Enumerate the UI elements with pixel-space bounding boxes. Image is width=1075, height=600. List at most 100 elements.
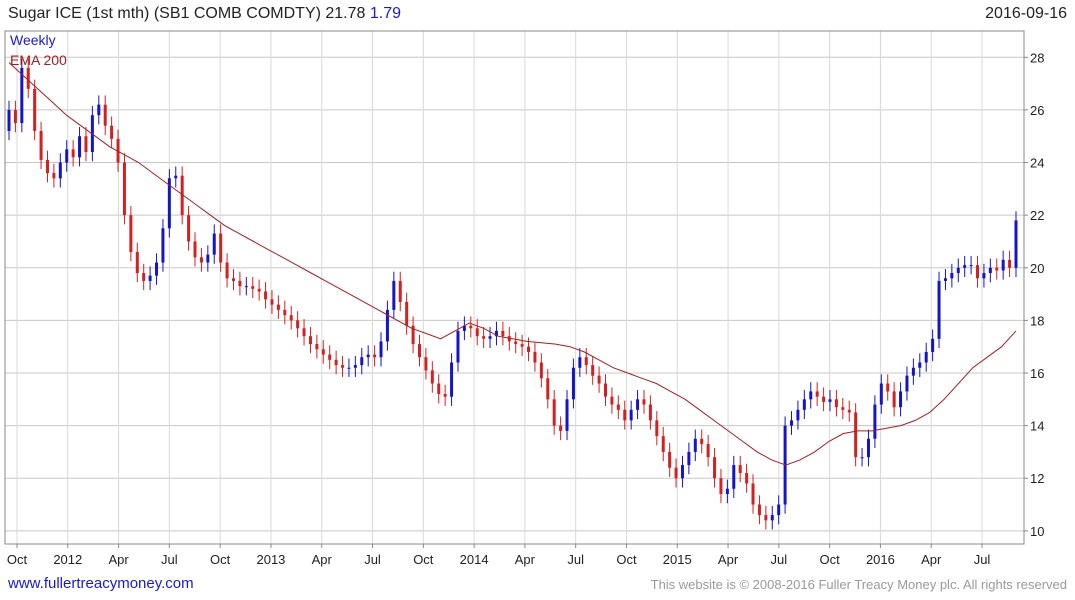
candle-79 <box>514 332 518 354</box>
candle-10 <box>71 140 75 167</box>
candle-17 <box>116 129 120 172</box>
candle-59 <box>385 300 389 351</box>
candle-106 <box>687 442 691 475</box>
y-tick-label-0: 10 <box>1030 524 1044 539</box>
candle-16 <box>110 116 114 149</box>
candle-43 <box>283 300 287 325</box>
candle-96 <box>623 400 627 430</box>
candle-8 <box>58 153 62 188</box>
chart-title: Sugar ICE (1st mth) (SB1 COMB COMDTY) 21… <box>8 5 401 23</box>
candle-87 <box>565 390 569 441</box>
candle-88 <box>571 358 575 409</box>
candle-20 <box>135 242 139 283</box>
candle-146 <box>943 269 947 291</box>
x-tick-label-19: Jul <box>974 552 991 567</box>
candle-30 <box>199 248 203 272</box>
candle-12 <box>84 127 88 162</box>
title-text: Sugar ICE (1st mth) (SB1 COMB COMDTY) 21… <box>8 5 366 22</box>
candle-49 <box>321 340 325 364</box>
legend-ema-200: EMA 200 <box>10 52 67 68</box>
y-tick-label-3: 16 <box>1030 366 1044 381</box>
x-tick-label-18: Apr <box>921 552 942 567</box>
candle-92 <box>597 366 601 393</box>
x-tick-label-4: Oct <box>210 552 231 567</box>
candle-75 <box>488 326 492 349</box>
candle-102 <box>661 426 665 462</box>
candle-58 <box>379 332 383 367</box>
candle-123 <box>796 400 800 430</box>
candle-15 <box>103 95 107 135</box>
candle-100 <box>648 395 652 430</box>
y-axis: 10 12 14 16 18 20 22 24 26 28 <box>1024 50 1044 539</box>
candle-72 <box>469 316 473 338</box>
x-tick-label-16: Oct <box>820 552 841 567</box>
candle-98 <box>636 390 640 420</box>
candle-26 <box>174 166 178 188</box>
candle-137 <box>886 374 890 401</box>
candle-67 <box>437 374 441 404</box>
candle-94 <box>610 387 614 414</box>
candle-25 <box>167 169 171 238</box>
candle-6 <box>45 150 49 183</box>
candle-1 <box>13 100 17 133</box>
candle-33 <box>219 224 223 272</box>
candle-134 <box>866 429 870 467</box>
candle-71 <box>462 316 466 341</box>
candle-117 <box>757 495 761 525</box>
legend-weekly: Weekly <box>10 32 56 48</box>
candle-48 <box>315 334 319 359</box>
candle-93 <box>604 374 608 406</box>
weekly-candles <box>7 58 1018 530</box>
candle-101 <box>655 411 659 446</box>
candle-84 <box>546 369 550 409</box>
candle-57 <box>373 345 377 367</box>
candle-126 <box>815 382 819 406</box>
candle-63 <box>411 316 415 354</box>
ema-200-line <box>8 62 1017 466</box>
candle-34 <box>225 253 229 288</box>
y-tick-label-4: 18 <box>1030 313 1044 328</box>
candle-128 <box>828 390 832 412</box>
candle-65 <box>424 348 428 380</box>
candle-149 <box>963 255 967 277</box>
candle-120 <box>777 495 781 525</box>
candle-154 <box>995 258 999 280</box>
candle-129 <box>834 390 838 417</box>
candle-125 <box>809 382 813 409</box>
y-tick-label-7: 24 <box>1030 156 1044 171</box>
candle-82 <box>533 342 537 372</box>
candle-130 <box>841 397 845 420</box>
candle-3 <box>26 58 30 99</box>
candle-4 <box>33 79 37 141</box>
candle-14 <box>97 95 101 125</box>
candle-139 <box>899 382 903 417</box>
candle-115 <box>745 463 749 493</box>
candle-76 <box>494 321 498 346</box>
candle-135 <box>873 395 877 448</box>
candle-150 <box>969 255 973 275</box>
candle-38 <box>251 276 255 299</box>
candle-28 <box>187 205 191 251</box>
y-tick-label-9: 28 <box>1030 50 1044 65</box>
candle-5 <box>39 121 43 170</box>
candle-2 <box>20 58 24 133</box>
y-tick-label-6: 22 <box>1030 208 1044 223</box>
candle-114 <box>738 455 742 483</box>
candle-23 <box>155 253 159 285</box>
candle-70 <box>456 321 460 372</box>
x-tick-label-11: Jul <box>567 552 584 567</box>
x-tick-label-8: Oct <box>413 552 434 567</box>
candle-21 <box>142 263 146 291</box>
candle-122 <box>790 411 794 435</box>
candle-132 <box>854 403 858 467</box>
candle-18 <box>122 153 126 225</box>
y-tick-label-8: 26 <box>1030 103 1044 118</box>
candle-73 <box>475 319 479 346</box>
candle-9 <box>65 140 69 172</box>
candle-61 <box>398 271 402 312</box>
site-link[interactable]: www.fullertreacymoney.com <box>8 575 194 592</box>
candle-110 <box>713 447 717 488</box>
candle-141 <box>911 358 915 385</box>
candle-54 <box>353 355 357 377</box>
